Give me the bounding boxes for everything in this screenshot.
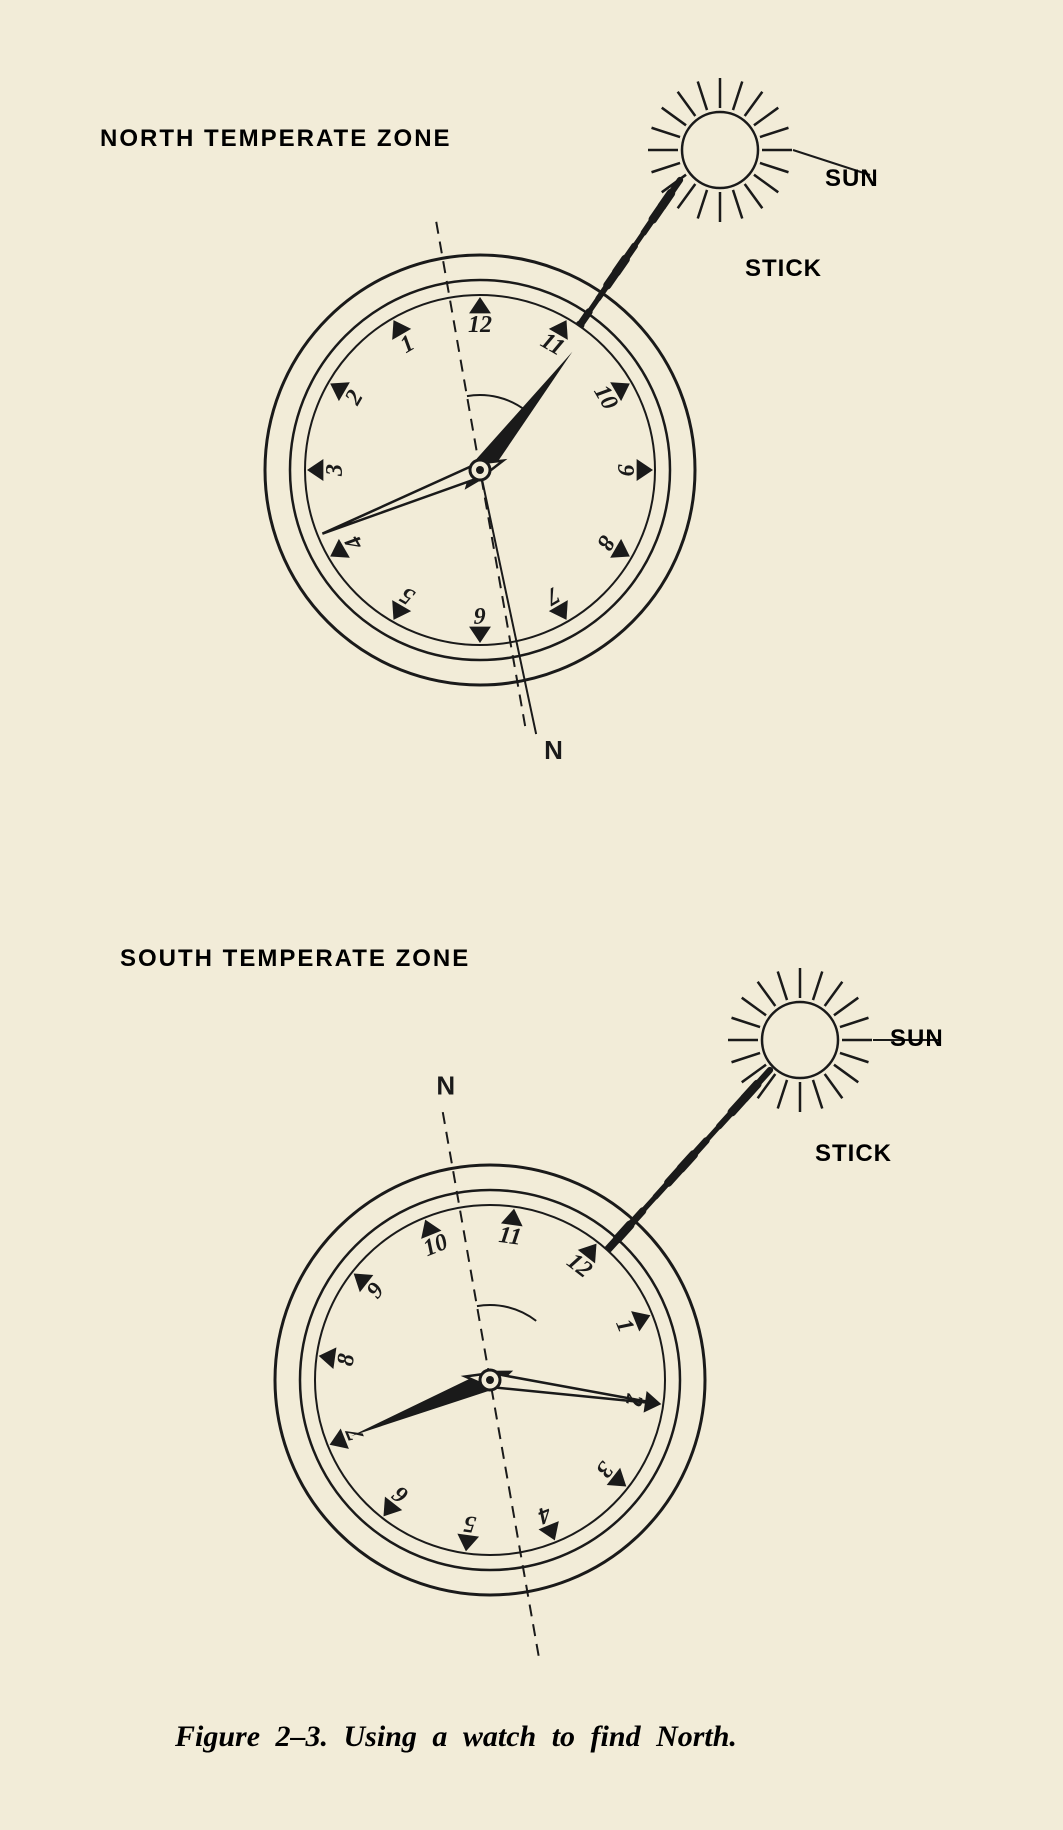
svg-text:9: 9 <box>612 464 638 476</box>
figure-caption: Figure 2–3. Using a watch to find North. <box>175 1720 737 1754</box>
svg-text:3: 3 <box>322 464 348 477</box>
svg-text:N: N <box>436 1070 455 1100</box>
sun-label-north: SUN <box>825 165 879 193</box>
sun-label-south: SUN <box>890 1025 944 1053</box>
stick-label-north: STICK <box>745 255 822 283</box>
stick-label-south: STICK <box>815 1140 892 1168</box>
svg-text:6: 6 <box>474 602 486 628</box>
diagram-page: NORTH TEMPERATE ZONE 121110987654321N SU… <box>0 0 1063 1830</box>
svg-text:12: 12 <box>468 312 492 338</box>
north-diagram: 121110987654321N <box>0 40 1063 800</box>
svg-text:N: N <box>544 735 563 765</box>
south-diagram: 121234567891011N <box>0 900 1063 1700</box>
svg-text:11: 11 <box>497 1222 523 1251</box>
